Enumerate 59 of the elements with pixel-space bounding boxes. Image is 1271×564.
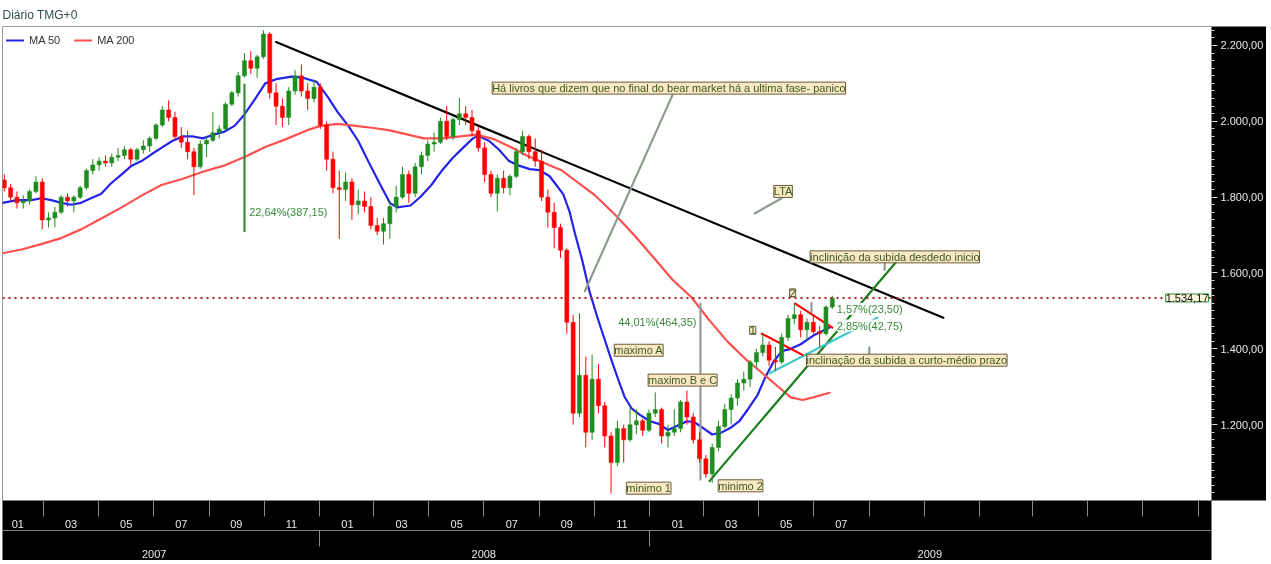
candlestick (248, 50, 254, 75)
y-tick-label: 1.200,00 (1220, 418, 1264, 431)
x-tick-label: 03 (65, 517, 78, 530)
x-tick-label: 07 (835, 517, 848, 530)
x-tick-label: 09 (230, 517, 243, 530)
candlestick (798, 310, 803, 338)
candlestick (444, 105, 450, 141)
y-tick-label: 1.800,00 (1220, 191, 1264, 204)
x2-tick-label: 2009 (917, 547, 943, 560)
x-tick-label: 03 (725, 517, 738, 530)
x-tick-label: 11 (616, 517, 628, 530)
candlestick (406, 170, 412, 204)
x-tick-label: 07 (505, 517, 518, 530)
candlestick (621, 424, 626, 464)
annotation: Há livros que dizem que no final do bear market há a ultima fase- panico (492, 82, 846, 95)
y-tick-label: 1.600,00 (1220, 266, 1264, 279)
annotation: 1,57%(23,50) (836, 303, 903, 315)
annotation: 22,64%(387,15) (249, 206, 328, 219)
annotation: maximo B e C (648, 374, 718, 387)
legend-label: MA 200 (97, 34, 135, 46)
x-tick-label: 01 (11, 517, 24, 530)
x-tick-label: 03 (395, 517, 408, 530)
annotation: 2,85%(42,75) (836, 319, 903, 332)
candlestick (261, 29, 266, 60)
candlestick (311, 79, 317, 103)
annotation: 2 (789, 286, 796, 299)
annotation: 44,01%(464,35) (618, 316, 697, 329)
x2-tick-label: 2008 (471, 547, 496, 560)
annotation: minimo 2 (718, 479, 763, 492)
x-tick-label: 05 (120, 517, 133, 530)
annotation: LTA (773, 185, 794, 198)
candlestick (349, 177, 355, 221)
x-tick-label: 01 (671, 517, 685, 530)
ref-line-label: 1.534,17 (1165, 291, 1209, 304)
candlestick (254, 54, 260, 79)
candlestick (343, 171, 348, 202)
candlestick (495, 173, 500, 213)
candlestick (804, 317, 810, 342)
candlestick (355, 189, 361, 215)
y-tick-label: 2.000,00 (1220, 115, 1264, 128)
x-tick-label: 09 (560, 517, 573, 530)
x-tick-label: 05 (780, 517, 793, 530)
y-tick-label: 1.400,00 (1220, 342, 1264, 355)
x-tick-label: 11 (285, 517, 298, 530)
x-tick-label: 07 (175, 517, 188, 530)
annotation: maximo A (614, 344, 664, 357)
annotation: 1 (749, 324, 756, 337)
chart-title: Diário TMG+0 (2, 7, 78, 22)
annotation: inclinição da subida desdedo inicio (810, 250, 980, 263)
annotation: inclinação da subida a curto-médio prazo (806, 354, 1008, 367)
candlestick (773, 346, 778, 372)
y-tick-label: 2.200,00 (1220, 39, 1264, 52)
x-tick-label: 05 (450, 517, 463, 530)
x-tick-label: 01 (341, 517, 354, 530)
candlestick (766, 340, 772, 367)
candlestick (501, 170, 506, 194)
legend-label: MA 50 (29, 34, 61, 46)
annotation: minimo 1 (626, 482, 671, 495)
x2-tick-label: 2007 (141, 547, 167, 560)
